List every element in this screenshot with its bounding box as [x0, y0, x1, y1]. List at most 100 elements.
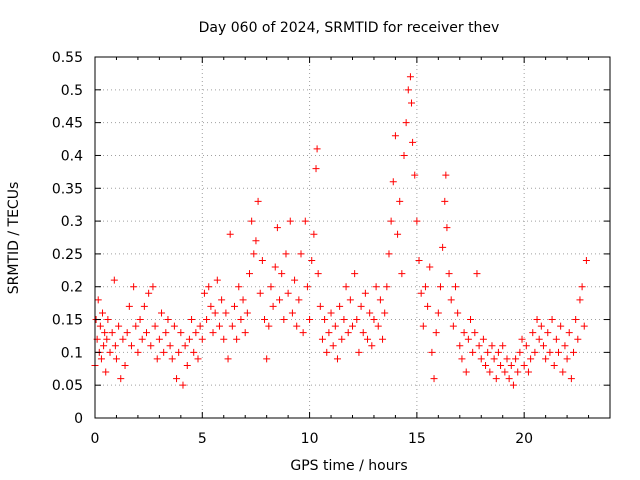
data-point — [404, 86, 412, 94]
data-point — [224, 355, 232, 363]
data-point — [366, 309, 374, 317]
data-point — [503, 355, 511, 363]
data-point — [327, 309, 335, 317]
data-point — [235, 283, 243, 291]
data-point — [430, 375, 438, 383]
data-point — [147, 342, 155, 350]
data-point — [200, 289, 208, 297]
data-point — [143, 329, 150, 337]
data-point — [396, 197, 404, 205]
data-point — [153, 355, 161, 363]
data-point — [110, 276, 118, 284]
data-point — [145, 289, 153, 297]
data-point — [194, 355, 202, 363]
data-point — [261, 316, 269, 324]
data-point — [263, 355, 271, 363]
data-point — [108, 329, 116, 337]
x-tick-label: 5 — [198, 431, 207, 447]
data-point — [509, 381, 517, 389]
data-point — [211, 309, 219, 317]
y-tick-label: 0.15 — [52, 313, 83, 329]
data-point — [486, 368, 494, 376]
data-point — [297, 250, 305, 258]
data-point — [439, 243, 447, 251]
data-point — [119, 335, 127, 343]
data-point — [473, 270, 481, 278]
y-tick-label: 0.45 — [52, 116, 83, 132]
data-point — [426, 263, 434, 271]
data-point — [175, 348, 183, 356]
y-tick-label: 0.25 — [52, 247, 83, 263]
data-point — [188, 316, 196, 324]
data-point — [494, 348, 502, 356]
data-point — [379, 335, 387, 343]
data-point — [130, 283, 138, 291]
data-point — [97, 355, 105, 363]
data-point — [479, 335, 487, 343]
data-point — [96, 322, 104, 330]
data-point — [252, 237, 260, 245]
data-point — [355, 348, 363, 356]
data-point — [269, 302, 277, 310]
data-point — [402, 119, 410, 127]
y-tick-label: 0.1 — [61, 345, 83, 361]
data-point — [162, 329, 170, 337]
data-point — [454, 309, 462, 317]
data-point — [198, 335, 206, 343]
data-point — [497, 361, 505, 369]
data-point — [239, 296, 247, 304]
data-point — [329, 342, 337, 350]
data-point — [432, 329, 440, 337]
data-point — [359, 329, 367, 337]
data-point — [233, 335, 241, 343]
x-tick-label: 15 — [408, 431, 426, 447]
data-point — [306, 316, 314, 324]
data-point — [351, 270, 359, 278]
data-point — [387, 217, 395, 225]
data-point — [565, 329, 573, 337]
data-point — [220, 335, 228, 343]
data-point — [196, 322, 204, 330]
data-point — [192, 329, 200, 337]
data-point — [295, 296, 303, 304]
x-tick-label: 0 — [91, 431, 100, 447]
data-point — [353, 316, 361, 324]
data-point — [529, 329, 537, 337]
data-point — [291, 276, 299, 284]
data-point — [303, 283, 311, 291]
data-point — [288, 309, 296, 317]
data-point — [102, 368, 110, 376]
data-point — [318, 335, 326, 343]
data-point — [411, 171, 419, 179]
data-point — [140, 302, 148, 310]
data-point — [331, 322, 339, 330]
data-point — [256, 289, 264, 297]
data-point — [273, 224, 281, 232]
data-point — [313, 145, 321, 153]
data-point — [183, 361, 191, 369]
data-point — [531, 348, 539, 356]
y-tick-label: 0.3 — [61, 214, 83, 230]
data-point — [501, 368, 509, 376]
data-point — [101, 329, 109, 337]
data-point — [100, 342, 108, 350]
data-point — [243, 309, 251, 317]
data-point — [364, 335, 372, 343]
data-point — [527, 355, 535, 363]
x-tick-label: 20 — [515, 431, 533, 447]
data-point — [499, 342, 507, 350]
axis-ticks: 0 5 10 15 20 0 0.05 0.1 0.15 0.2 0.25 0.3 0.35 0.4 0.4… — [52, 50, 610, 447]
data-point — [578, 283, 586, 291]
data-point — [271, 263, 279, 271]
data-point — [406, 73, 414, 81]
data-point — [389, 178, 397, 186]
data-point — [490, 355, 498, 363]
data-point — [170, 322, 178, 330]
data-point — [215, 322, 223, 330]
data-point — [284, 289, 292, 297]
data-point — [254, 197, 262, 205]
data-point — [258, 256, 266, 264]
data-point — [338, 335, 346, 343]
data-point — [522, 342, 530, 350]
data-point — [228, 322, 236, 330]
